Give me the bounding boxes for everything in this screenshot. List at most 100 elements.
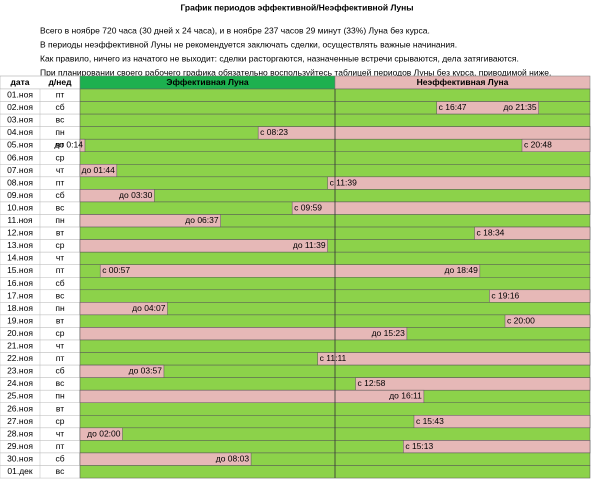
time-label: до 06:37 bbox=[185, 215, 219, 225]
date: 07.ноя bbox=[7, 165, 33, 175]
weekday: пн bbox=[55, 303, 65, 313]
date: 26.ноя bbox=[7, 403, 33, 413]
weekday: ср bbox=[56, 416, 65, 426]
date: 09.ноя bbox=[7, 190, 33, 200]
date: 10.ноя bbox=[7, 202, 33, 212]
time-label: с 20:00 bbox=[507, 315, 535, 325]
time-label: до 15:23 bbox=[372, 328, 406, 338]
time-label: до 03:30 bbox=[119, 190, 153, 200]
time-label: с 11:39 bbox=[330, 177, 358, 187]
date: 21.ноя bbox=[7, 341, 33, 351]
date: 06.ноя bbox=[7, 152, 33, 162]
time-label: с 08:23 bbox=[260, 127, 288, 137]
date: 05.ноя bbox=[7, 140, 33, 150]
time-label: с 18:34 bbox=[477, 228, 505, 238]
date: 02.ноя bbox=[7, 102, 33, 112]
date: 17.ноя bbox=[7, 290, 33, 300]
date: 03.ноя bbox=[7, 115, 33, 125]
weekday: пт bbox=[56, 177, 65, 187]
weekday: чт bbox=[56, 428, 64, 438]
date: 13.ноя bbox=[7, 240, 33, 250]
date: 11.ноя bbox=[7, 215, 33, 225]
time-label: с 16:47 bbox=[439, 102, 467, 112]
time-label: с 19:16 bbox=[491, 290, 519, 300]
time-label: с 09:59 bbox=[294, 202, 322, 212]
date: 18.ноя bbox=[7, 303, 33, 313]
weekday: чт bbox=[56, 165, 64, 175]
column-header: дата bbox=[10, 77, 29, 87]
date: 24.ноя bbox=[7, 378, 33, 388]
date: 25.ноя bbox=[7, 391, 33, 401]
time-label: до 01:44 bbox=[82, 165, 116, 175]
weekday: пн bbox=[55, 127, 65, 137]
weekday: пн bbox=[55, 391, 65, 401]
ineffective-period bbox=[79, 239, 328, 253]
date: 14.ноя bbox=[7, 253, 33, 263]
weekday: сб bbox=[55, 366, 64, 376]
date: 30.ноя bbox=[7, 453, 33, 463]
text-line: При планировании своего рабочего графика… bbox=[40, 67, 551, 77]
time-label: до 0:14 bbox=[54, 140, 83, 150]
weekday: чт bbox=[56, 253, 64, 263]
date: 29.ноя bbox=[7, 441, 33, 451]
text-line: Всего в ноябре 720 часа (30 дней х 24 ча… bbox=[40, 25, 430, 35]
column-header: Неэффективная Луна bbox=[417, 77, 509, 87]
weekday: вт bbox=[56, 228, 64, 238]
weekday: вс bbox=[56, 290, 65, 300]
time-label: с 20:48 bbox=[524, 140, 552, 150]
date: 04.ноя bbox=[7, 127, 33, 137]
weekday: пн bbox=[55, 215, 65, 225]
ineffective-period bbox=[257, 126, 591, 140]
date: 08.ноя bbox=[7, 177, 33, 187]
weekday: сб bbox=[55, 190, 64, 200]
weekday: вт bbox=[56, 140, 64, 150]
weekday: сб bbox=[55, 278, 64, 288]
time-label: до 18:49 bbox=[445, 265, 479, 275]
weekday: вс bbox=[56, 378, 65, 388]
ineffective-period bbox=[79, 389, 425, 404]
ineffective-period bbox=[291, 201, 591, 215]
date: 19.ноя bbox=[7, 315, 33, 325]
text-line: Как правило, ничего из начатого не выход… bbox=[40, 53, 519, 63]
time-label: до 03:57 bbox=[129, 366, 163, 376]
weekday: вт bbox=[56, 315, 64, 325]
date: 15.ноя bbox=[7, 265, 33, 275]
weekday: сб bbox=[55, 453, 64, 463]
weekday: пт bbox=[56, 353, 65, 363]
time-label: до 21:35 bbox=[503, 102, 537, 112]
weekday: вс bbox=[56, 115, 65, 125]
weekday: вт bbox=[56, 403, 64, 413]
ineffective-period bbox=[99, 264, 481, 278]
time-label: до 16:11 bbox=[389, 391, 422, 401]
ineffective-period bbox=[317, 352, 591, 366]
weekday: вс bbox=[56, 466, 65, 476]
date: 23.ноя bbox=[7, 366, 33, 376]
time-label: с 15:13 bbox=[405, 441, 433, 451]
column-header: д/нед bbox=[48, 77, 72, 87]
weekday: чт bbox=[56, 341, 64, 351]
column-header: Эффективная Луна bbox=[166, 77, 248, 87]
ineffective-period bbox=[355, 377, 591, 391]
time-label: с 15:43 bbox=[416, 416, 444, 426]
weekday: пт bbox=[56, 265, 65, 275]
time-label: до 04:07 bbox=[132, 303, 166, 313]
date: 01.дек bbox=[7, 466, 33, 476]
date: 12.ноя bbox=[7, 228, 33, 238]
weekday: ср bbox=[56, 328, 65, 338]
date: 22.ноя bbox=[7, 353, 33, 363]
weekday: ср bbox=[56, 240, 65, 250]
weekday: ср bbox=[56, 152, 65, 162]
ineffective-period bbox=[79, 327, 408, 341]
weekday: пт bbox=[56, 441, 65, 451]
weekday: пт bbox=[56, 90, 65, 100]
date: 28.ноя bbox=[7, 428, 33, 438]
time-label: с 12:58 bbox=[358, 378, 386, 388]
title: График периодов эффективной/Неэффективно… bbox=[180, 2, 413, 12]
date: 01.ноя bbox=[7, 90, 33, 100]
date: 27.ноя bbox=[7, 416, 33, 426]
weekday: сб bbox=[55, 102, 64, 112]
weekday: вс bbox=[56, 202, 65, 212]
time-label: до 11:39 bbox=[293, 240, 326, 250]
time-label: с 11:11 bbox=[320, 353, 347, 363]
